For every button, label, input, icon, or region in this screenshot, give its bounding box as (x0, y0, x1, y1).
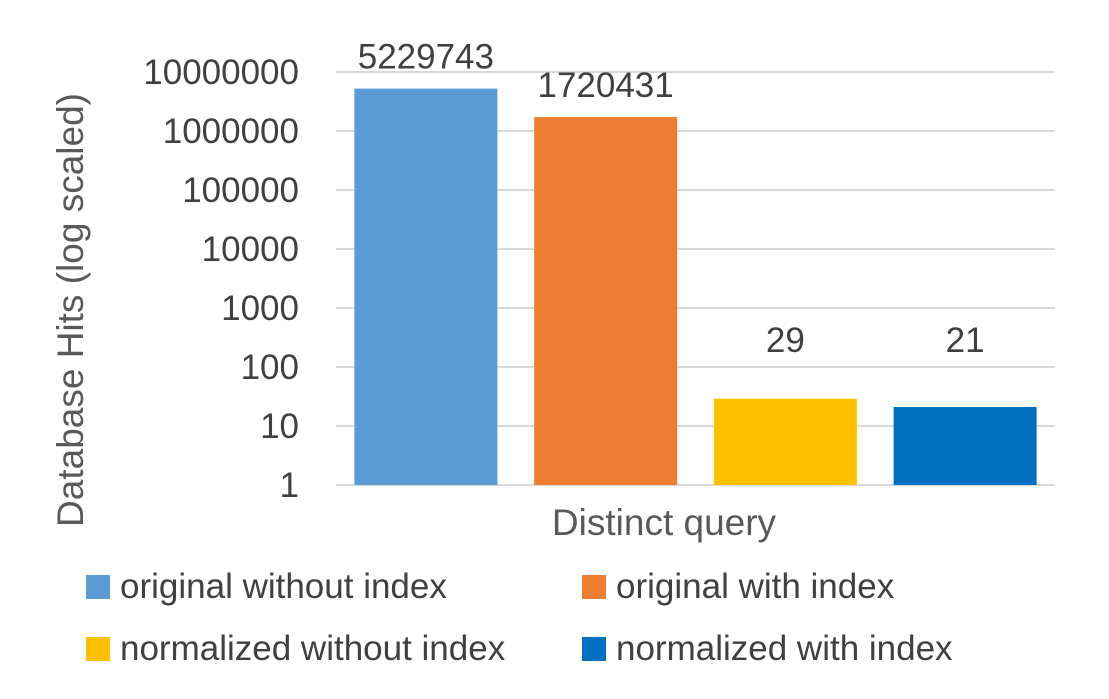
bar-original-with-index (534, 117, 678, 485)
y-tick-label: 100000 (182, 171, 299, 210)
legend-item-original-without-index: original without index (86, 562, 447, 612)
legend-swatch (582, 575, 606, 599)
legend-label: normalized without index (120, 629, 506, 668)
bar-chart: 1 10 100 1000 10000 100000 1000000 10000000 522… (50, 38, 1055, 543)
legend-item-normalized-without-index: normalized without index (86, 624, 505, 674)
legend-item-original-with-index: original with index (582, 562, 894, 612)
y-tick-label: 10000000 (143, 53, 299, 92)
y-tick-label: 1000000 (163, 112, 299, 151)
legend-label: normalized with index (616, 629, 953, 668)
legend-item-normalized-with-index: normalized with index (582, 624, 953, 674)
y-axis-title: Database Hits (log scaled) (50, 93, 91, 527)
data-label-normalized-without-index: 29 (766, 321, 805, 360)
legend-label: original with index (616, 567, 895, 606)
legend: original without index original with ind… (86, 560, 1096, 690)
bar-normalized-without-index (713, 398, 857, 485)
y-tick-label: 10000 (202, 230, 299, 269)
bar-original-without-index (354, 88, 498, 486)
data-label-original-with-index: 1720431 (537, 66, 673, 105)
y-tick-label: 10 (260, 407, 299, 446)
y-tick-label: 1000 (221, 289, 299, 328)
legend-swatch (86, 637, 110, 661)
y-axis-ticks: 1 10 100 1000 10000 100000 1000000 10000000 (143, 53, 299, 505)
legend-swatch (86, 575, 110, 599)
data-labels: 5229743 1720431 29 21 (358, 38, 985, 360)
legend-swatch (582, 637, 606, 661)
bar-normalized-with-index (893, 406, 1037, 485)
data-label-normalized-with-index: 21 (946, 321, 985, 360)
y-tick-label: 100 (241, 348, 299, 387)
bars (354, 88, 1037, 486)
x-axis-title: Distinct query (552, 502, 777, 543)
y-tick-label: 1 (280, 466, 299, 505)
legend-label: original without index (120, 567, 447, 606)
data-label-original-without-index: 5229743 (358, 38, 494, 77)
